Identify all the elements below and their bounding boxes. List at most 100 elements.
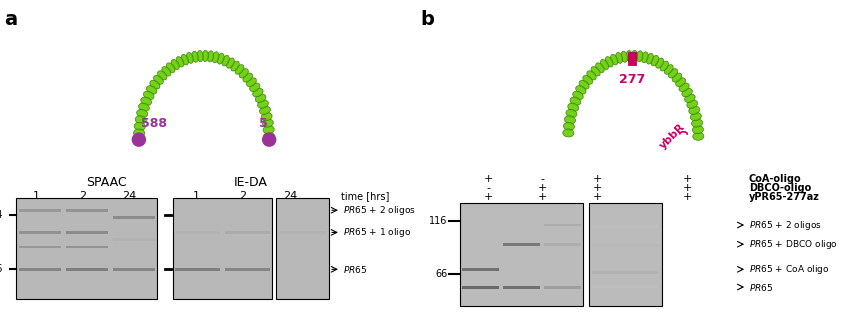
Bar: [19, 268, 61, 271]
Text: time [hrs]: time [hrs]: [341, 191, 389, 201]
Ellipse shape: [563, 129, 574, 137]
Text: 24: 24: [283, 191, 298, 201]
Ellipse shape: [181, 54, 189, 65]
Ellipse shape: [176, 56, 184, 67]
Ellipse shape: [133, 129, 144, 137]
Ellipse shape: [566, 109, 577, 117]
Text: DBCO-oligo: DBCO-oligo: [749, 183, 811, 193]
Ellipse shape: [239, 69, 248, 78]
Circle shape: [133, 133, 145, 146]
Ellipse shape: [684, 94, 695, 102]
Ellipse shape: [575, 86, 586, 94]
Ellipse shape: [243, 73, 252, 82]
Bar: [544, 223, 581, 227]
Ellipse shape: [651, 56, 659, 66]
Ellipse shape: [596, 63, 604, 73]
Ellipse shape: [250, 83, 260, 91]
Bar: [225, 231, 269, 234]
Text: +: +: [484, 192, 494, 202]
Bar: [112, 268, 155, 271]
Ellipse shape: [207, 51, 213, 62]
Bar: [175, 268, 220, 271]
Bar: [544, 243, 581, 246]
Bar: [462, 286, 499, 289]
Text: 74: 74: [0, 210, 3, 220]
Ellipse shape: [583, 75, 592, 84]
Ellipse shape: [154, 75, 163, 84]
Bar: [589, 203, 662, 306]
Ellipse shape: [570, 97, 581, 105]
Bar: [225, 268, 269, 271]
Text: +: +: [538, 183, 547, 193]
Ellipse shape: [258, 100, 269, 108]
Bar: [276, 198, 329, 299]
Ellipse shape: [263, 119, 274, 127]
Ellipse shape: [693, 126, 704, 134]
Ellipse shape: [676, 78, 686, 87]
Text: CoA-oligo: CoA-oligo: [749, 174, 802, 184]
Text: SPAAC: SPAAC: [86, 176, 127, 189]
Ellipse shape: [692, 119, 703, 127]
Bar: [65, 231, 108, 234]
Bar: [460, 203, 583, 306]
Bar: [462, 268, 499, 271]
Bar: [19, 246, 61, 248]
Ellipse shape: [690, 113, 701, 121]
Ellipse shape: [259, 106, 270, 114]
Bar: [592, 271, 659, 273]
Text: +: +: [683, 183, 692, 193]
Ellipse shape: [568, 103, 579, 111]
Ellipse shape: [687, 100, 698, 108]
Text: 2: 2: [79, 191, 87, 201]
Bar: [279, 231, 326, 234]
Text: 588: 588: [141, 117, 167, 130]
Text: -: -: [487, 183, 490, 193]
Ellipse shape: [212, 52, 219, 63]
Bar: [592, 244, 659, 247]
Ellipse shape: [600, 59, 609, 70]
Ellipse shape: [564, 122, 575, 130]
Text: 1: 1: [193, 191, 200, 201]
Bar: [544, 268, 581, 271]
Ellipse shape: [146, 86, 156, 94]
Text: +: +: [592, 192, 602, 202]
Bar: [65, 246, 108, 248]
Ellipse shape: [586, 71, 596, 80]
Ellipse shape: [655, 58, 664, 68]
Text: $\mathit{PR65}$: $\mathit{PR65}$: [343, 264, 367, 275]
Ellipse shape: [202, 50, 208, 62]
Text: +: +: [683, 174, 692, 184]
Ellipse shape: [192, 51, 198, 62]
Ellipse shape: [579, 80, 589, 89]
Ellipse shape: [222, 56, 230, 66]
Ellipse shape: [171, 59, 179, 70]
Bar: [503, 243, 540, 246]
Text: 277: 277: [619, 73, 645, 86]
Text: 66: 66: [435, 269, 447, 279]
Ellipse shape: [137, 109, 148, 117]
Text: 116: 116: [429, 216, 447, 226]
Bar: [112, 216, 155, 219]
Circle shape: [263, 133, 275, 146]
Ellipse shape: [605, 56, 613, 67]
Bar: [19, 231, 61, 234]
Bar: [592, 286, 659, 288]
Text: +: +: [484, 174, 494, 184]
Ellipse shape: [261, 113, 272, 121]
Bar: [65, 209, 108, 212]
Text: 56: 56: [0, 264, 3, 274]
Ellipse shape: [591, 66, 600, 76]
Ellipse shape: [150, 80, 160, 89]
Text: $\mathit{PR65}$ + 1 oligo: $\mathit{PR65}$ + 1 oligo: [343, 226, 411, 239]
Ellipse shape: [167, 63, 175, 73]
Text: ybbR: ybbR: [657, 121, 687, 151]
Bar: [65, 268, 108, 271]
Ellipse shape: [672, 73, 682, 82]
Bar: [112, 239, 155, 241]
Ellipse shape: [235, 65, 244, 74]
Ellipse shape: [144, 91, 154, 100]
Ellipse shape: [157, 71, 167, 80]
Ellipse shape: [246, 78, 257, 87]
Bar: [173, 198, 272, 299]
Ellipse shape: [135, 116, 146, 124]
